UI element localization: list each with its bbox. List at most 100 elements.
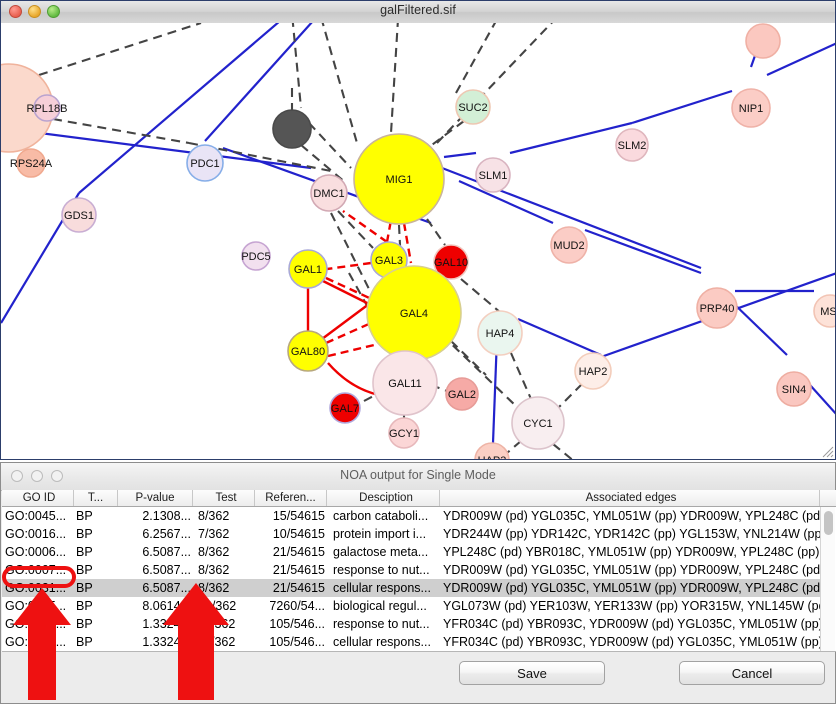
network-node-labels: RPL18B RPS24A GDS1 PDC1 PDC5 DMC1 MIG1 SUC2 SLM1…: [10, 102, 835, 459]
column-header-pval[interactable]: P-value: [118, 490, 193, 506]
column-header-desc[interactable]: Desciption: [327, 490, 440, 506]
cell-desc: cellular respons...: [333, 581, 431, 595]
cell-goid: GO:0031...: [5, 635, 67, 649]
scrollbar-thumb[interactable]: [824, 511, 833, 535]
cell-type: BP: [76, 599, 93, 613]
network-node-gal80[interactable]: [287, 330, 329, 372]
noa-minimize-button[interactable]: [31, 470, 43, 482]
network-node-rps24a[interactable]: [16, 148, 46, 178]
network-node-gal2[interactable]: [445, 377, 479, 411]
cell-pval: 6.2567...: [142, 527, 191, 541]
cell-pval: 6.5087...: [142, 581, 191, 595]
window-controls[interactable]: [9, 5, 60, 18]
cell-pval: 1.3324...: [142, 635, 191, 649]
network-node-slm1[interactable]: [475, 157, 511, 193]
node-label-mud2: MUD2: [553, 240, 584, 252]
noa-results-table[interactable]: GO ID T... P-value Test Referen... Desciption…: [2, 490, 836, 652]
cell-test: 11/362: [198, 617, 236, 631]
network-node-gal11[interactable]: [372, 350, 438, 416]
network-node-slm2[interactable]: [615, 128, 649, 162]
cell-goid: GO:0045...: [5, 509, 67, 523]
table-row[interactable]: GO:0031... BP 1.3324... 11/362 105/546... cel…: [2, 633, 820, 651]
network-node-sin4[interactable]: [776, 371, 812, 407]
column-header-goid[interactable]: GO ID: [2, 490, 74, 506]
cell-goid: GO:0016...: [5, 527, 67, 541]
column-header-type[interactable]: T...: [74, 490, 118, 506]
network-node-gal1[interactable]: [288, 249, 328, 289]
cell-desc: biological regul...: [333, 599, 427, 613]
node-label-hap2: HAP2: [579, 366, 608, 378]
cell-ref: 21/54615: [272, 545, 325, 559]
network-node-gcy1[interactable]: [388, 417, 420, 449]
network-canvas[interactable]: RPL18B RPS24A GDS1 PDC1 PDC5 DMC1 MIG1 SUC2 SLM1…: [1, 23, 835, 459]
network-graph-svg[interactable]: RPL18B RPS24A GDS1 PDC1 PDC5 DMC1 MIG1 SUC2 SLM1…: [1, 23, 835, 459]
node-label-sin4: SIN4: [782, 384, 806, 396]
network-node-suc2[interactable]: [455, 89, 491, 125]
zoom-button[interactable]: [47, 5, 60, 18]
cell-edges: YDR009W (pd) YGL035C, YML051W (pp) YDR00…: [443, 509, 820, 523]
table-row[interactable]: GO:0031... BP 6.5087... 8/362 21/54615 cellul…: [2, 579, 820, 597]
cell-ref: 105/546...: [269, 617, 325, 631]
network-node-mud2[interactable]: [550, 226, 588, 264]
network-node-dark[interactable]: [272, 109, 312, 149]
network-node-mig1[interactable]: [353, 133, 445, 225]
node-label-cyc1: CYC1: [523, 418, 552, 430]
dialog-button-row: Save Cancel: [1, 650, 835, 703]
minimize-button[interactable]: [28, 5, 41, 18]
noa-window-controls[interactable]: [11, 470, 63, 482]
network-node-hap2[interactable]: [574, 352, 612, 390]
network-node-rpl18b[interactable]: [33, 94, 61, 122]
column-header-ref[interactable]: Referen...: [255, 490, 327, 506]
network-node-prp40[interactable]: [696, 287, 738, 329]
cell-edges: YPL248C (pd) YBR018C, YML051W (pp) YDR00…: [443, 545, 820, 559]
table-body[interactable]: GO:0045... BP 2.1308... 8/362 15/54615 carbon…: [2, 507, 820, 651]
network-node-hap3[interactable]: [474, 442, 510, 459]
network-node-dmc1[interactable]: [310, 174, 348, 212]
table-row[interactable]: GO:0045... BP 2.1308... 8/362 15/54615 carbon…: [2, 507, 820, 525]
node-label-gcy1: GCY1: [389, 428, 419, 440]
table-row[interactable]: GO:0031... BP 1.3324... 11/362 105/546... res…: [2, 615, 820, 633]
network-node-cyc1[interactable]: [511, 396, 565, 450]
network-node-gal10[interactable]: [433, 244, 469, 280]
network-node-pdc1[interactable]: [186, 144, 224, 182]
cell-test: 8/362: [198, 545, 230, 559]
table-row[interactable]: GO:0007... BP 6.5087... 8/362 21/54615 respon…: [2, 561, 820, 579]
cell-edges: YGL073W (pd) YER103W, YER133W (pp) YOR31…: [443, 599, 820, 613]
cell-edges: YDR009W (pd) YGL035C, YML051W (pp) YDR00…: [443, 581, 820, 595]
main-window-titlebar[interactable]: galFiltered.sif: [1, 1, 835, 24]
table-row[interactable]: GO:0006... BP 6.5087... 8/362 21/54615 galact…: [2, 543, 820, 561]
network-node-msi[interactable]: [813, 294, 835, 328]
cell-pval: 1.3324...: [142, 617, 191, 631]
cell-type: BP: [76, 563, 93, 577]
noa-close-button[interactable]: [11, 470, 23, 482]
cell-type: BP: [76, 545, 93, 559]
network-nodes: [1, 23, 835, 459]
node-label-gal11: GAL11: [388, 378, 421, 390]
network-node-top_pink[interactable]: [745, 23, 781, 59]
node-label-gal80: GAL80: [291, 346, 325, 358]
table-vertical-scrollbar[interactable]: [820, 507, 835, 651]
table-row[interactable]: GO:0016... BP 6.2567... 7/362 10/54615 protei…: [2, 525, 820, 543]
cell-type: BP: [76, 617, 93, 631]
node-label-pdc5: PDC5: [241, 251, 270, 263]
network-node-gal7[interactable]: [329, 392, 361, 424]
noa-zoom-button[interactable]: [51, 470, 63, 482]
network-node-gds1[interactable]: [61, 197, 97, 233]
save-button[interactable]: Save: [459, 661, 605, 685]
resize-grip-icon[interactable]: [820, 444, 834, 458]
column-header-test[interactable]: Test: [193, 490, 255, 506]
network-node-pdc5[interactable]: [241, 241, 271, 271]
table-header-row[interactable]: GO ID T... P-value Test Referen... Desciption…: [2, 490, 836, 507]
cell-desc: response to nut...: [333, 563, 430, 577]
node-label-hap4: HAP4: [486, 328, 515, 340]
cell-desc: galactose meta...: [333, 545, 429, 559]
cancel-button[interactable]: Cancel: [679, 661, 825, 685]
noa-titlebar[interactable]: NOA output for Single Mode: [1, 463, 835, 491]
column-header-edges[interactable]: Associated edges: [440, 490, 820, 506]
cell-goid: GO:0007...: [5, 563, 67, 577]
network-node-nip1[interactable]: [731, 88, 771, 128]
network-node-hap4[interactable]: [477, 310, 523, 356]
close-button[interactable]: [9, 5, 22, 18]
table-row[interactable]: GO:0065... BP 8.0614... 94/362 7260/54... bio…: [2, 597, 820, 615]
